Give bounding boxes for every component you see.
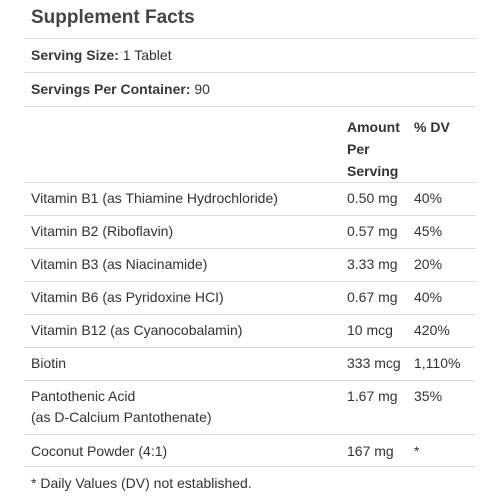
nutrient-name: Vitamin B1 (as Thiamine Hydrochloride) [31,190,278,206]
nutrient-dv: 1,110% [414,355,461,371]
nutrient-amount: 3.33 mg [347,256,398,272]
nutrient-name: Vitamin B2 (Riboflavin) [31,223,174,239]
nutrient-row: Pantothenic Acid (as D-Calcium Pantothen… [24,380,476,434]
amount-header-line1: Amount [347,119,400,135]
nutrient-row: Vitamin B2 (Riboflavin) 0.57 mg 45% [24,215,476,248]
nutrient-amount: 0.50 mg [347,190,398,206]
nutrient-amount: 0.57 mg [347,223,398,239]
nutrient-name: Biotin [31,355,67,371]
serving-size-value: 1 Tablet [118,47,172,63]
nutrient-dv: 20% [414,256,443,272]
nutrient-name: Coconut Powder (4:1) [31,443,168,459]
nutrient-row: Coconut Powder (4:1) 167 mg * [24,434,476,466]
servings-per-container-value: 90 [190,81,210,97]
nutrient-dv: 420% [414,322,450,338]
column-header-row: Amount Per Serving % DV [24,106,476,182]
serving-size-row: Serving Size: 1 Tablet [24,38,476,72]
nutrient-name: Vitamin B6 (as Pyridoxine HCI) [31,289,224,305]
daily-value-header: % DV [414,119,450,135]
nutrient-amount: 333 mcg [347,355,401,371]
nutrient-name: Vitamin B12 (as Cyanocobalamin) [31,322,243,338]
nutrient-amount: 167 mg [347,443,394,459]
footnote: * Daily Values (DV) not established. [31,475,252,491]
nutrient-row: Vitamin B1 (as Thiamine Hydrochloride) 0… [24,182,476,215]
nutrient-row: Biotin 333 mcg 1,110% [24,347,476,380]
nutrient-name: Pantothenic Acid [31,388,136,404]
nutrient-name: Vitamin B3 (as Niacinamide) [31,256,208,272]
nutrient-amount: 10 mcg [347,322,393,338]
servings-per-container-row: Servings Per Container: 90 [24,72,476,106]
nutrient-amount: 1.67 mg [347,388,398,404]
amount-header-line3: Serving [347,163,399,179]
footnote-row: * Daily Values (DV) not established. [24,466,476,500]
nutrient-dv: 35% [414,388,443,404]
serving-size-label: Serving Size: [31,47,119,63]
nutrient-dv: * [414,443,420,459]
amount-header-line2: Per [347,141,370,157]
supplement-facts-panel: Supplement Facts Serving Size: 1 Tablet … [24,0,476,500]
nutrient-row: Vitamin B12 (as Cyanocobalamin) 10 mcg 4… [24,314,476,347]
panel-title: Supplement Facts [31,7,195,28]
nutrient-name-block: Pantothenic Acid (as D-Calcium Pantothen… [31,386,212,428]
nutrient-row: Vitamin B6 (as Pyridoxine HCI) 0.67 mg 4… [24,281,476,314]
nutrient-amount: 0.67 mg [347,289,398,305]
nutrient-name-detail: (as D-Calcium Pantothenate) [31,409,212,425]
nutrient-dv: 40% [414,289,443,305]
servings-per-container-label: Servings Per Container: [31,81,191,97]
nutrient-dv: 40% [414,190,443,206]
nutrient-dv: 45% [414,223,443,239]
amount-per-serving-header: Amount Per Serving [347,116,407,182]
nutrient-row: Vitamin B3 (as Niacinamide) 3.33 mg 20% [24,248,476,281]
